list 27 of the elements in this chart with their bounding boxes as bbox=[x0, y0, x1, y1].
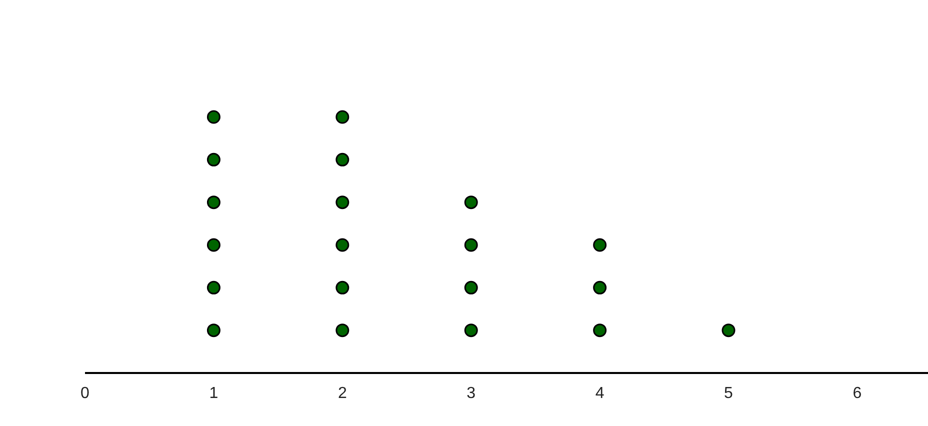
point bbox=[206, 110, 220, 124]
point bbox=[336, 280, 350, 294]
point bbox=[206, 324, 220, 338]
point bbox=[206, 196, 220, 210]
point bbox=[593, 324, 607, 338]
point bbox=[593, 238, 607, 252]
x-tick-label: 6 bbox=[852, 385, 862, 402]
point bbox=[336, 196, 350, 210]
point bbox=[464, 324, 478, 338]
point bbox=[336, 110, 350, 124]
x-tick-label: 1 bbox=[209, 385, 218, 402]
x-tick-label: 5 bbox=[724, 385, 734, 402]
point bbox=[336, 238, 350, 252]
point bbox=[722, 324, 736, 338]
point bbox=[464, 280, 478, 294]
point bbox=[593, 280, 607, 294]
point bbox=[336, 324, 350, 338]
point bbox=[336, 152, 350, 166]
point bbox=[206, 152, 220, 166]
point bbox=[464, 196, 478, 210]
point bbox=[206, 280, 220, 294]
x-tick-label: 0 bbox=[80, 385, 90, 402]
x-tick-label: 4 bbox=[595, 385, 604, 402]
point bbox=[464, 238, 478, 252]
x-tick-label: 2 bbox=[338, 385, 347, 402]
x-tick-label: 3 bbox=[466, 385, 476, 402]
point bbox=[206, 238, 220, 252]
